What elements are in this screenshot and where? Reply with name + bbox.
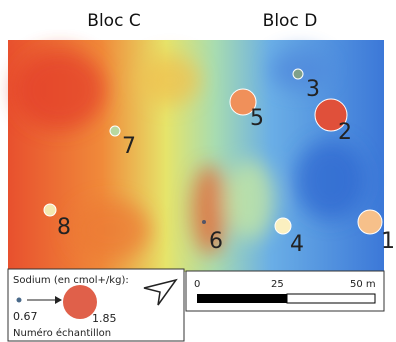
sample-label: 6 (209, 229, 223, 254)
legend-min: 0.67 (13, 310, 38, 323)
block-header: Bloc D (263, 11, 318, 31)
scale-bar: 0 25 50 m (186, 271, 384, 311)
page: Bloc C Bloc D 1 2 3 4 5 6 7 8 So (0, 0, 396, 342)
sample-label: 1 (381, 229, 395, 254)
map: Bloc C Bloc D 1 2 3 4 5 6 7 8 So (0, 0, 396, 342)
scale-label: 0 (194, 279, 200, 290)
block-header: Bloc C (87, 11, 140, 31)
sample-label: 5 (250, 106, 264, 131)
sample-label: 2 (338, 120, 352, 145)
scale-label: 50 m (350, 279, 376, 290)
legend-caption: Numéro échantillon (13, 327, 111, 339)
sample-label: 7 (122, 134, 136, 159)
scale-label: 25 (271, 279, 284, 290)
sample-label: 8 (57, 215, 71, 240)
legend-max: 1.85 (92, 312, 117, 325)
sample-label: 4 (290, 232, 304, 257)
sample-label: 3 (306, 77, 320, 102)
legend-title: Sodium (en cmol+/kg): (13, 275, 129, 286)
